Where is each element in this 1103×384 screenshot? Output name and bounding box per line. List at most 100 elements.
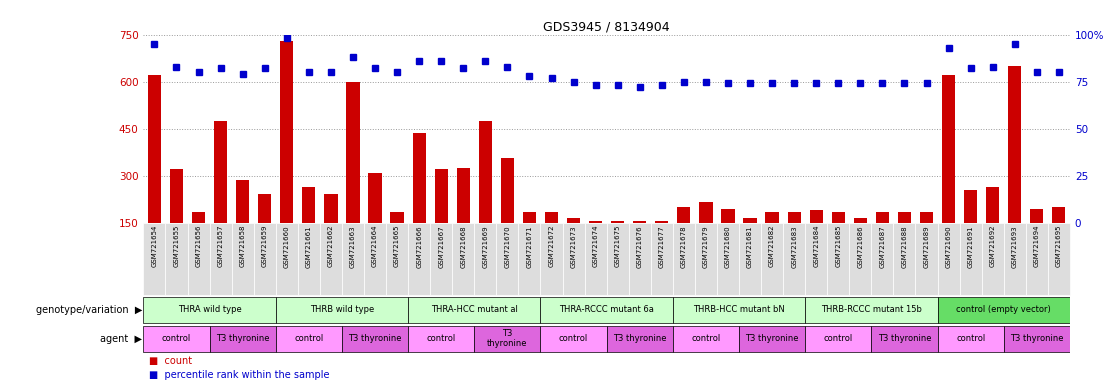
- FancyBboxPatch shape: [1026, 223, 1048, 295]
- Text: GSM721658: GSM721658: [239, 225, 246, 267]
- Bar: [832, 212, 845, 270]
- Text: GSM721685: GSM721685: [835, 225, 842, 267]
- Bar: [1052, 207, 1065, 270]
- Bar: [611, 221, 624, 270]
- FancyBboxPatch shape: [938, 297, 1070, 323]
- Text: GSM721674: GSM721674: [592, 225, 599, 267]
- Text: THRA-HCC mutant al: THRA-HCC mutant al: [431, 305, 517, 314]
- Text: T3 thyronine: T3 thyronine: [349, 334, 401, 343]
- Text: T3 thyronine: T3 thyronine: [216, 334, 269, 343]
- Bar: [523, 212, 536, 270]
- FancyBboxPatch shape: [607, 326, 673, 352]
- Text: GSM721672: GSM721672: [548, 225, 555, 267]
- FancyBboxPatch shape: [276, 297, 408, 323]
- Text: control: control: [162, 334, 191, 343]
- FancyBboxPatch shape: [827, 223, 849, 295]
- Bar: [765, 212, 779, 270]
- FancyBboxPatch shape: [386, 223, 408, 295]
- Text: GSM721678: GSM721678: [681, 225, 687, 268]
- Text: GSM721683: GSM721683: [791, 225, 797, 268]
- Text: GSM721665: GSM721665: [394, 225, 400, 267]
- Text: GSM721661: GSM721661: [306, 225, 312, 268]
- Bar: [898, 212, 911, 270]
- FancyBboxPatch shape: [342, 326, 408, 352]
- Text: THRA-RCCC mutant 6a: THRA-RCCC mutant 6a: [559, 305, 654, 314]
- Text: GSM721680: GSM721680: [725, 225, 731, 268]
- Text: GSM721692: GSM721692: [989, 225, 996, 267]
- Bar: [324, 194, 338, 270]
- Text: GSM721675: GSM721675: [614, 225, 621, 267]
- FancyBboxPatch shape: [143, 223, 165, 295]
- FancyBboxPatch shape: [540, 223, 563, 295]
- FancyBboxPatch shape: [673, 326, 739, 352]
- Bar: [743, 218, 757, 270]
- FancyBboxPatch shape: [607, 223, 629, 295]
- FancyBboxPatch shape: [430, 223, 452, 295]
- Text: GSM721673: GSM721673: [570, 225, 577, 268]
- Bar: [236, 180, 249, 270]
- FancyBboxPatch shape: [1004, 326, 1070, 352]
- Text: THRB wild type: THRB wild type: [310, 305, 374, 314]
- Bar: [413, 133, 426, 270]
- Text: GSM721681: GSM721681: [747, 225, 753, 268]
- FancyBboxPatch shape: [805, 326, 871, 352]
- FancyBboxPatch shape: [982, 223, 1004, 295]
- Text: GSM721687: GSM721687: [879, 225, 886, 268]
- FancyBboxPatch shape: [408, 297, 540, 323]
- FancyBboxPatch shape: [673, 297, 805, 323]
- Bar: [302, 187, 315, 270]
- Text: THRB-RCCC mutant 15b: THRB-RCCC mutant 15b: [821, 305, 922, 314]
- FancyBboxPatch shape: [320, 223, 342, 295]
- FancyBboxPatch shape: [188, 223, 210, 295]
- Text: GSM721677: GSM721677: [658, 225, 665, 268]
- Text: control: control: [295, 334, 323, 343]
- Text: GSM721667: GSM721667: [438, 225, 445, 268]
- Text: ■  count: ■ count: [149, 356, 192, 366]
- Bar: [633, 221, 646, 270]
- Bar: [214, 121, 227, 270]
- Bar: [192, 212, 205, 270]
- Text: T3 thyronine: T3 thyronine: [1010, 334, 1063, 343]
- FancyBboxPatch shape: [893, 223, 915, 295]
- FancyBboxPatch shape: [871, 326, 938, 352]
- Bar: [854, 218, 867, 270]
- FancyBboxPatch shape: [474, 223, 496, 295]
- FancyBboxPatch shape: [960, 223, 982, 295]
- FancyBboxPatch shape: [143, 297, 276, 323]
- FancyBboxPatch shape: [1004, 223, 1026, 295]
- Bar: [655, 221, 668, 270]
- FancyBboxPatch shape: [254, 223, 276, 295]
- FancyBboxPatch shape: [805, 297, 938, 323]
- Bar: [964, 190, 977, 270]
- Bar: [1030, 209, 1043, 270]
- FancyBboxPatch shape: [474, 326, 540, 352]
- Bar: [788, 212, 801, 270]
- FancyBboxPatch shape: [938, 223, 960, 295]
- Title: GDS3945 / 8134904: GDS3945 / 8134904: [544, 20, 670, 33]
- FancyBboxPatch shape: [276, 223, 298, 295]
- FancyBboxPatch shape: [408, 326, 474, 352]
- FancyBboxPatch shape: [871, 223, 893, 295]
- FancyBboxPatch shape: [452, 223, 474, 295]
- FancyBboxPatch shape: [518, 223, 540, 295]
- Text: T3
thyronine: T3 thyronine: [488, 329, 527, 348]
- FancyBboxPatch shape: [210, 326, 276, 352]
- Text: GSM721695: GSM721695: [1056, 225, 1062, 267]
- FancyBboxPatch shape: [673, 223, 695, 295]
- Text: control (empty vector): control (empty vector): [956, 305, 1051, 314]
- Text: GSM721657: GSM721657: [217, 225, 224, 267]
- Bar: [501, 159, 514, 270]
- Text: GSM721693: GSM721693: [1011, 225, 1018, 268]
- Text: GSM721682: GSM721682: [769, 225, 775, 267]
- Text: GSM721690: GSM721690: [945, 225, 952, 268]
- Text: control: control: [692, 334, 720, 343]
- Text: GSM721676: GSM721676: [636, 225, 643, 268]
- FancyBboxPatch shape: [1048, 223, 1070, 295]
- FancyBboxPatch shape: [849, 223, 871, 295]
- FancyBboxPatch shape: [540, 297, 673, 323]
- Text: GSM721659: GSM721659: [261, 225, 268, 267]
- FancyBboxPatch shape: [695, 223, 717, 295]
- FancyBboxPatch shape: [805, 223, 827, 295]
- Bar: [280, 41, 293, 270]
- Bar: [942, 75, 955, 270]
